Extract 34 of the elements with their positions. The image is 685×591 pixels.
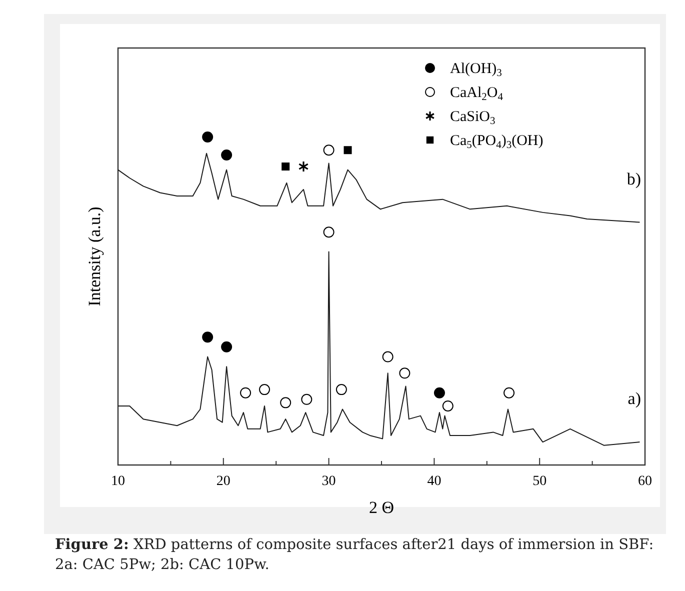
point <box>202 332 214 343</box>
x-tick-label: 60 <box>638 474 652 489</box>
x-tick-label: 20 <box>216 474 230 489</box>
point <box>240 387 252 398</box>
x-tick-label: 50 <box>532 474 547 489</box>
point <box>259 384 270 396</box>
point <box>280 397 292 408</box>
caption: Figure 2: XRD patterns of composite surfaces after21 days of immersion in SBF: 2a: CAC 5Pw; 2b: CAC 10Pw. <box>55 535 655 575</box>
legend-label: Ca$_{5}$(PO$_{4}$)$_{3}$(OH) <box>450 133 544 151</box>
point <box>434 387 445 398</box>
point <box>301 394 312 405</box>
legend-label: Al(OH)$_{3}$ <box>450 61 502 79</box>
x-tick-label: 40 <box>427 474 442 489</box>
point <box>336 384 347 396</box>
point <box>282 162 290 171</box>
point <box>344 146 352 154</box>
point <box>323 226 334 238</box>
point <box>202 132 214 142</box>
series-label: b) <box>626 169 641 188</box>
legend-label: CaAl$_{2}$O$_{4}$ <box>450 85 504 103</box>
point <box>298 160 309 172</box>
point <box>323 144 334 156</box>
x-axis-title: 2 Θ <box>368 498 394 517</box>
point <box>382 351 394 362</box>
x-tick-label: 10 <box>111 474 125 489</box>
point <box>221 150 232 161</box>
point <box>399 368 410 379</box>
legend-label: CaSiO$_{3}$ <box>450 109 496 127</box>
point <box>221 341 232 352</box>
y-axis-title: Intensity (a.u.) <box>85 206 104 306</box>
x-tick-label: 30 <box>322 474 336 489</box>
text: a) <box>628 389 641 408</box>
point <box>504 387 515 398</box>
point <box>442 400 454 412</box>
